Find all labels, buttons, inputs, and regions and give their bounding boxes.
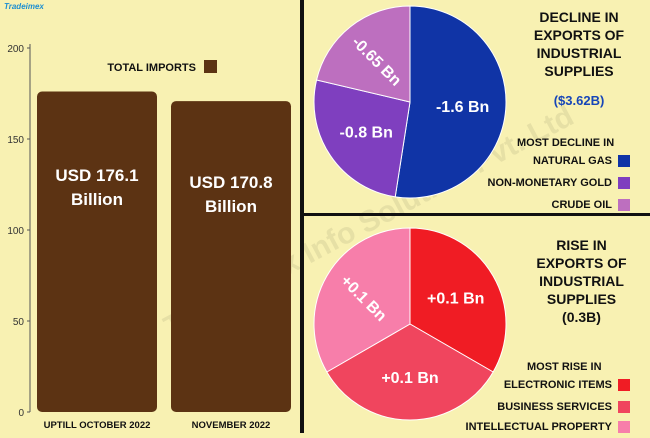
decline-title-line: DECLINE IN [539,9,619,25]
legend-label: NON-MONETARY GOLD [487,177,612,189]
legend-label: CRUDE OIL [551,199,613,211]
bar-data-label: Billion [71,190,123,209]
decline-pie-chart: -1.6 Bn-0.8 Bn-0.65 Bn [313,5,507,199]
legend-swatch [618,379,630,391]
legend-swatch [618,421,630,433]
decline-title-line: INDUSTRIAL [536,45,622,61]
legend-business-services: BUSINESS SERVICES [497,401,630,413]
rise-legend-heading: MOST RISE IN [527,361,602,373]
y-tick-label: 50 [13,317,25,328]
y-tick-label: 200 [7,44,24,55]
decline-panel: -1.6 Bn -0.8 Bn -0.65 Bn DECLINE IN EXPORT… [301,0,650,216]
legend-intellectual-property: INTELLECTUAL PROPERTY [466,421,630,433]
rise-title-line: EXPORTS OF [536,255,627,271]
rise-panel: +0.1 Bn +0.1 Bn +0.1 Bn RISE IN EXPORTS OF… [301,213,650,433]
bar-data-label: Billion [205,197,257,216]
decline-legend-heading: MOST DECLINE IN [517,137,615,149]
legend-swatch [618,401,630,413]
decline-total: ($3.62B) [553,93,605,108]
total-imports-bar-chart: 0 50 100 150 200 TOTAL IMPORTS USD 176.1 Billio… [7,44,291,431]
rise-pie-chart: +0.1 Bn+0.1 Bn+0.1 Bn [313,227,507,421]
decline-title-line: EXPORTS OF [533,27,625,43]
decline-title: DECLINE IN EXPORTS OF INDUSTRIAL SUPPLIE… [509,8,649,80]
legend-swatch [618,177,630,189]
pie-slice [313,79,411,198]
legend-label: ELECTRONIC ITEMS [503,379,612,391]
total-imports-panel: Tradeimex 0 50 100 150 200 TOTAL IMPORTS USD 1… [0,0,303,433]
pie-slice-label: +0.1 Bn [427,291,484,308]
y-tick-label: 150 [7,135,24,146]
rise-title: RISE IN EXPORTS OF INDUSTRIAL SUPPLIES (… [514,236,649,326]
rise-title-line: RISE IN [556,237,607,253]
rise-title-line: INDUSTRIAL [539,273,624,289]
pie-slice-label: +0.1 Bn [381,370,438,387]
decline-title-line: SUPPLIES [544,63,614,79]
rise-title-line: SUPPLIES [546,291,617,307]
legend-non-monetary-gold: NON-MONETARY GOLD [488,177,630,189]
bar-data-label: USD 170.8 [189,173,272,192]
pie-slice [326,323,494,421]
pie-slice [315,5,411,103]
bar [37,91,157,413]
pie-slice-label: -0.8 Bn [340,124,393,141]
legend-total-imports: TOTAL IMPORTS [107,62,196,74]
pie-slice-label: -1.6 Bn [436,99,489,116]
legend-swatch [618,199,630,211]
legend-swatch-total-imports [204,60,217,73]
bar [171,101,291,413]
pie-slice [394,5,507,199]
bar-data-label: USD 176.1 [55,166,138,185]
legend-crude-oil: CRUDE OIL [551,199,630,211]
y-tick-label: 100 [7,226,24,237]
x-tick-label: NOVEMBER 2022 [192,420,271,431]
legend-electronic-items: ELECTRONIC ITEMS [504,379,630,391]
pie-slice [313,227,411,373]
rise-title-line: (0.3B) [562,309,601,325]
legend-natural-gas: NATURAL GAS [533,155,630,167]
x-tick-label: UPTILL OCTOBER 2022 [44,420,151,431]
y-tick-label: 0 [18,408,24,419]
legend-label: NATURAL GAS [532,155,612,167]
tradeimex-logo: Tradeimex [4,2,44,11]
legend-label: INTELLECTUAL PROPERTY [465,421,612,433]
legend-swatch [618,155,630,167]
legend-label: BUSINESS SERVICES [497,401,612,413]
pie-slice [409,227,507,373]
